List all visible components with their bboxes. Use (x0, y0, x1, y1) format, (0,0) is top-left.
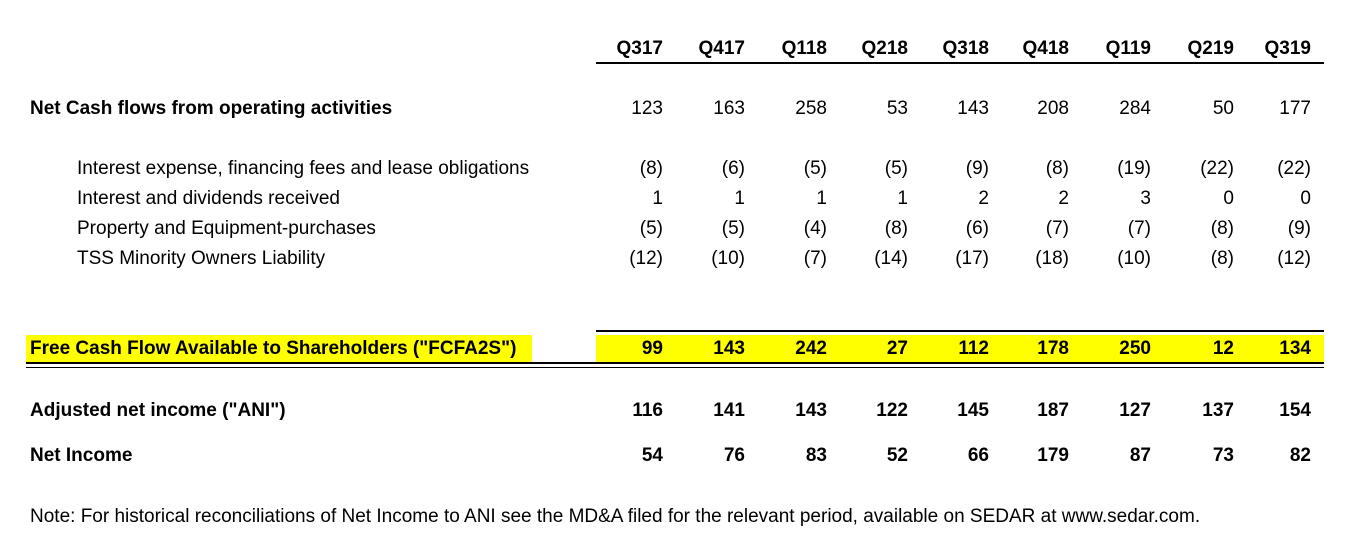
cell-interest-dividends: 3 (1140, 188, 1151, 209)
cell-property-equipment: (8) (1210, 218, 1234, 239)
cell-property-equipment: (4) (803, 218, 827, 239)
cell-property-equipment: (7) (1045, 218, 1069, 239)
column-header: Q317 (616, 38, 663, 59)
cell-interest-expense: (19) (1117, 158, 1151, 179)
cell-tss-minority: (17) (955, 248, 989, 269)
cell-net-income: 179 (1037, 445, 1069, 466)
cell-interest-dividends: 0 (1223, 188, 1234, 209)
cell-net-income: 83 (805, 445, 827, 466)
column-header: Q218 (861, 38, 908, 59)
row-label-interest-expense: Interest expense, financing fees and lea… (77, 158, 530, 179)
cell-ani: 145 (957, 400, 989, 421)
cell-fcfa2s: 134 (1279, 338, 1311, 359)
cell-property-equipment: (5) (721, 218, 745, 239)
row-label-net-income: Net Income (30, 445, 133, 466)
cell-ani: 143 (795, 400, 827, 421)
cell-ani: 116 (632, 400, 663, 421)
cell-property-equipment: (8) (884, 218, 908, 239)
cell-interest-dividends: 2 (1058, 188, 1069, 209)
cell-tss-minority: (18) (1035, 248, 1069, 269)
cell-interest-dividends: 1 (897, 188, 908, 209)
cell-tss-minority: (10) (1117, 248, 1151, 269)
row-label-interest-dividends: Interest and dividends received (77, 188, 340, 209)
cell-fcfa2s: 178 (1037, 338, 1069, 359)
double-underline-2 (26, 367, 1324, 368)
footnote: Note: For historical reconciliations of … (30, 506, 1201, 527)
cell-ani: 127 (1119, 400, 1151, 421)
cell-operating: 143 (957, 98, 989, 119)
row-label-fcfa2s: Free Cash Flow Available to Shareholders… (30, 338, 517, 359)
cell-net-income: 66 (967, 445, 989, 466)
cell-operating: 123 (631, 98, 663, 119)
column-header: Q119 (1105, 38, 1151, 59)
cell-fcfa2s: 27 (886, 338, 908, 359)
cell-net-income: 54 (641, 445, 663, 466)
cell-fcfa2s: 250 (1119, 338, 1151, 359)
column-header: Q417 (698, 38, 745, 59)
column-header: Q318 (942, 38, 989, 59)
cell-interest-expense: (22) (1200, 158, 1234, 179)
cell-operating: 53 (886, 98, 908, 119)
cell-fcfa2s: 143 (713, 338, 745, 359)
cell-operating: 208 (1037, 98, 1069, 119)
cell-fcfa2s: 242 (795, 338, 827, 359)
cell-net-income: 76 (723, 445, 745, 466)
cell-tss-minority: (12) (629, 248, 663, 269)
column-header: Q118 (781, 38, 827, 59)
cell-net-income: 82 (1289, 445, 1311, 466)
highlight-label-bar (26, 335, 532, 363)
cell-ani: 154 (1279, 400, 1311, 421)
cell-ani: 137 (1202, 400, 1234, 421)
total-topline (596, 330, 1324, 332)
cell-interest-dividends: 1 (734, 188, 745, 209)
cell-interest-dividends: 1 (816, 188, 827, 209)
cell-fcfa2s: 99 (641, 338, 663, 359)
column-header: Q418 (1022, 38, 1069, 59)
cell-tss-minority: (7) (803, 248, 827, 269)
cell-ani: 187 (1037, 400, 1069, 421)
cell-fcfa2s: 112 (958, 338, 989, 359)
cell-property-equipment: (5) (639, 218, 663, 239)
header-underline (596, 62, 1324, 64)
cell-property-equipment: (9) (1287, 218, 1311, 239)
row-label-property-equipment: Property and Equipment-purchases (77, 218, 376, 239)
column-header: Q219 (1187, 38, 1234, 59)
highlight-values-bar (596, 335, 1324, 363)
cell-interest-expense: (5) (884, 158, 908, 179)
cell-net-income: 87 (1129, 445, 1151, 466)
cell-net-income: 52 (886, 445, 908, 466)
double-underline-1 (26, 362, 1324, 364)
cell-interest-expense: (6) (721, 158, 745, 179)
cell-ani: 122 (876, 400, 908, 421)
cell-interest-expense: (8) (639, 158, 663, 179)
cell-net-income: 73 (1212, 445, 1234, 466)
row-label-ani: Adjusted net income ("ANI") (30, 400, 286, 421)
cell-interest-expense: (8) (1045, 158, 1069, 179)
cell-property-equipment: (7) (1127, 218, 1151, 239)
cell-operating: 258 (795, 98, 827, 119)
cell-tss-minority: (12) (1277, 248, 1311, 269)
cell-property-equipment: (6) (965, 218, 989, 239)
cell-ani: 141 (713, 400, 745, 421)
cell-interest-dividends: 2 (978, 188, 989, 209)
cell-interest-dividends: 1 (652, 188, 663, 209)
cell-tss-minority: (14) (874, 248, 908, 269)
cell-operating: 163 (713, 98, 745, 119)
cell-operating: 177 (1279, 98, 1311, 119)
cell-operating: 50 (1212, 98, 1234, 119)
cell-tss-minority: (10) (711, 248, 745, 269)
cell-interest-dividends: 0 (1300, 188, 1311, 209)
cell-fcfa2s: 12 (1212, 338, 1234, 359)
row-label-operating: Net Cash flows from operating activities (30, 98, 393, 119)
cell-interest-expense: (9) (965, 158, 989, 179)
cell-interest-expense: (22) (1277, 158, 1311, 179)
row-label-tss-minority: TSS Minority Owners Liability (77, 248, 326, 269)
cell-interest-expense: (5) (803, 158, 827, 179)
cell-operating: 284 (1119, 98, 1151, 119)
column-header: Q319 (1264, 38, 1311, 59)
cell-tss-minority: (8) (1210, 248, 1234, 269)
